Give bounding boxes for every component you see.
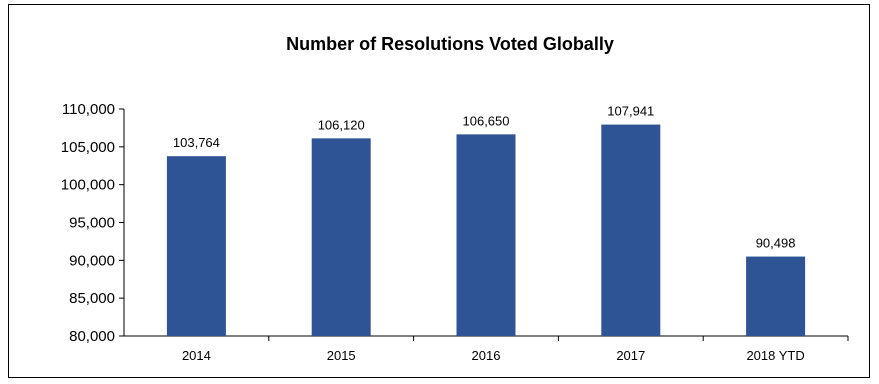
bar [311,138,371,336]
y-tick-label: 80,000 [69,328,115,345]
chart-title: Number of Resolutions Voted Globally [286,34,614,54]
y-tick-label: 105,000 [61,139,115,156]
bar-value-label: 103,764 [173,135,220,150]
x-axis: 2014 2015 2016 2017 2018 YTD [124,335,849,363]
bar-value-label: 106,120 [318,117,365,132]
x-tick-label: 2016 [472,348,501,363]
bars [166,124,806,336]
y-tick-label: 110,000 [62,101,115,118]
data-labels: 103,764 106,120 106,650 107,941 90,498 [173,104,796,251]
x-tick-label: 2018 YTD [746,348,804,363]
bar [456,134,516,336]
chart-frame [8,4,870,378]
bar-value-label: 107,941 [607,104,654,119]
x-tick-label: 2017 [616,348,645,363]
y-tick-label: 85,000 [69,290,115,307]
bar-value-label: 90,498 [756,236,796,251]
y-tick-label: 90,000 [69,252,115,269]
x-tick-label: 2015 [327,348,356,363]
y-axis: 80,000 85,000 90,000 95,000 100,000 105,000 11… [61,101,125,345]
bar [746,256,806,336]
bar [601,124,661,336]
x-tick-label: 2014 [182,348,211,363]
y-tick-label: 100,000 [61,177,115,194]
bar [166,156,226,336]
bar-value-label: 106,650 [463,113,510,128]
y-tick-label: 95,000 [69,215,115,232]
